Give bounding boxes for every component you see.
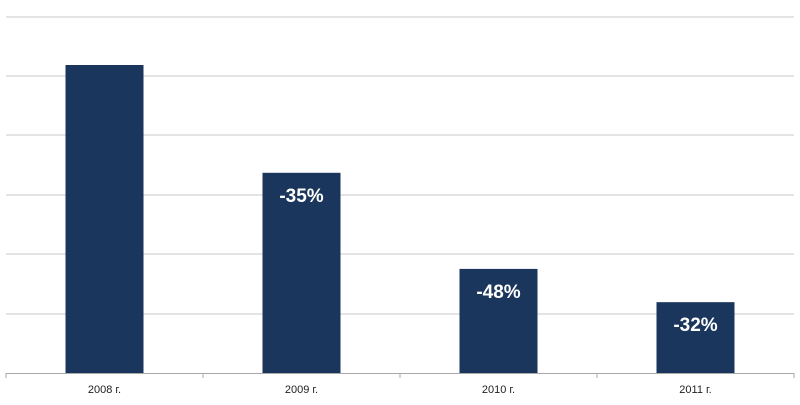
x-axis [5, 373, 795, 378]
bar-2 [459, 268, 538, 373]
data-label-3: -32% [673, 315, 717, 336]
x-tick-label-0: 2008 г. [88, 384, 121, 396]
bars [65, 65, 735, 373]
bar-1 [262, 172, 341, 373]
x-tick-label-1: 2009 г. [285, 384, 318, 396]
x-tick-label-2: 2010 г. [482, 384, 515, 396]
bar-3 [656, 302, 735, 373]
x-tick-label-3: 2011 г. [679, 384, 711, 396]
x-tick-labels: 2008 г. 2009 г. 2010 г. 2011 г. [88, 384, 712, 396]
bar-0 [65, 65, 144, 373]
data-labels: -35% -48% -32% [279, 186, 717, 336]
data-label-2: -48% [476, 282, 520, 303]
data-label-1: -35% [279, 186, 323, 207]
